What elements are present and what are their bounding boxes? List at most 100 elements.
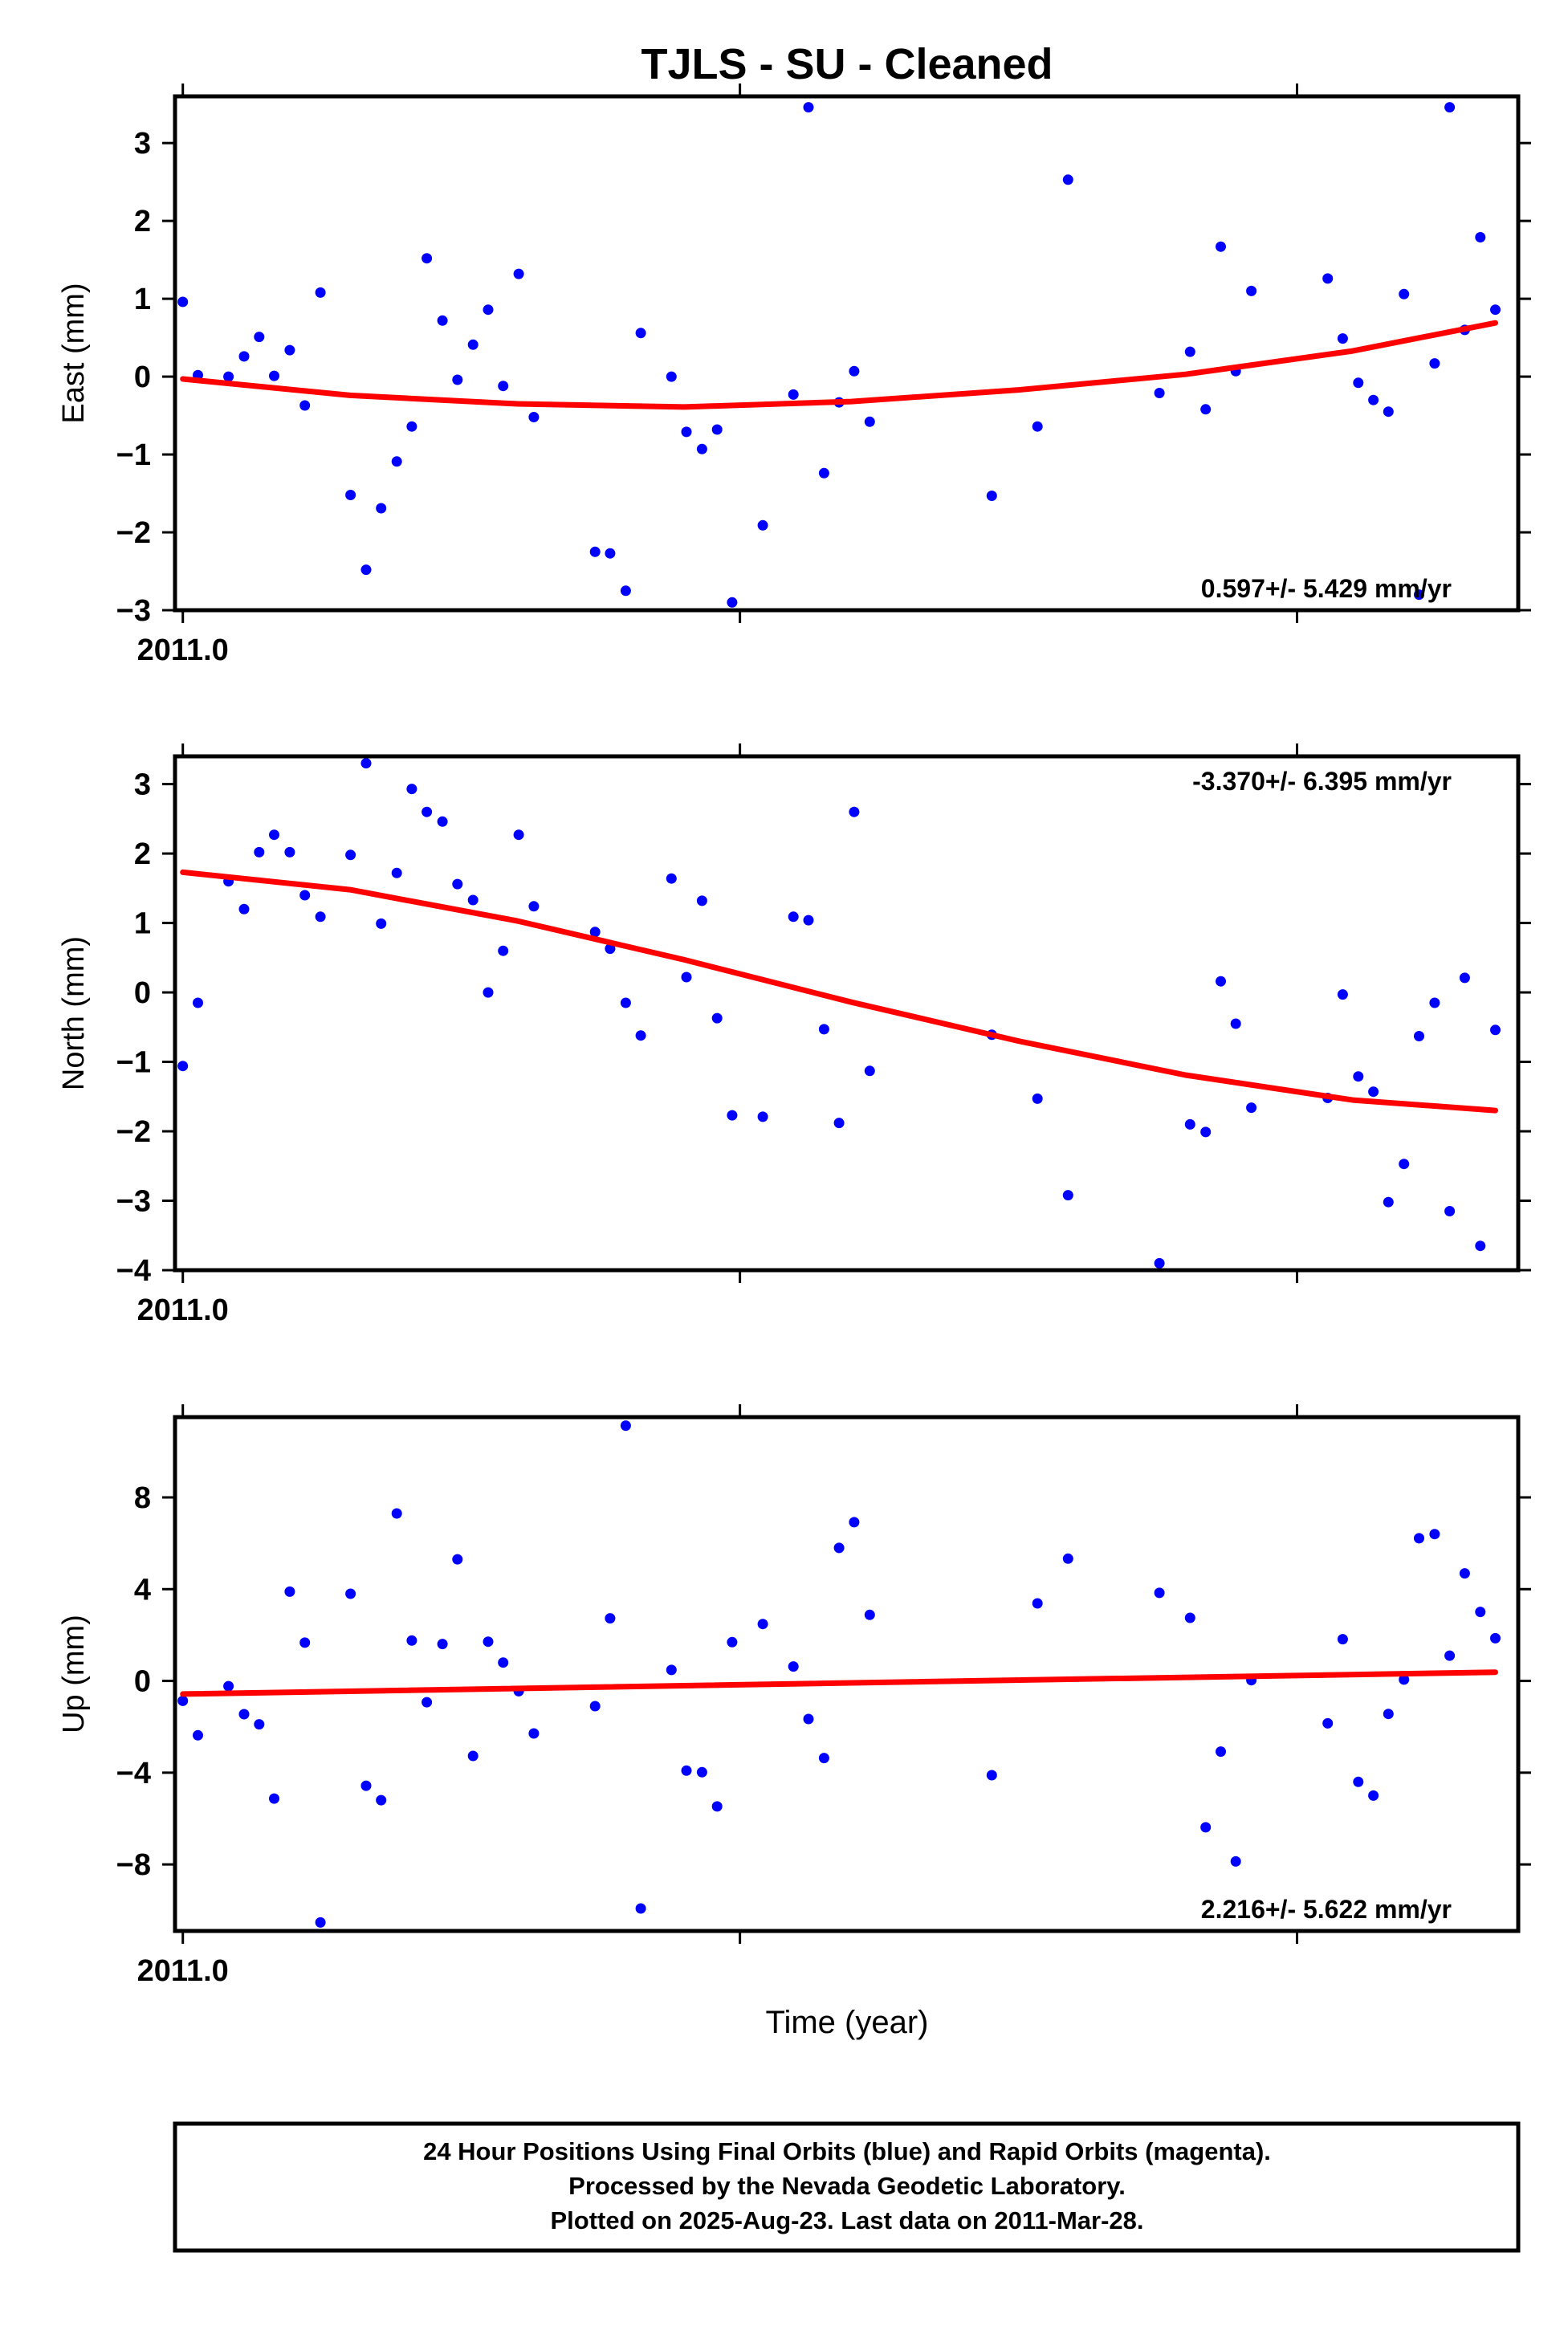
north-data-point xyxy=(1475,1240,1486,1252)
east-ytick-label: 2 xyxy=(134,205,151,238)
up-fit-line xyxy=(180,1669,1498,1697)
north-ytick-label: 3 xyxy=(134,768,151,802)
up-data-point xyxy=(803,1713,814,1725)
north-data-point xyxy=(391,867,402,878)
up-data-point xyxy=(1032,1598,1043,1609)
north-fit-line xyxy=(180,869,1498,1114)
north-data-point xyxy=(1062,1190,1073,1201)
up-data-point xyxy=(1368,1790,1379,1801)
east-data-point xyxy=(1353,377,1364,389)
east-data-point xyxy=(635,328,646,339)
north-data-point xyxy=(1414,1031,1424,1041)
up-data-point xyxy=(727,1636,738,1648)
north-data-point xyxy=(254,846,265,857)
up-data-point xyxy=(1184,1612,1195,1623)
north-data-point xyxy=(1444,1206,1456,1216)
east-data-point xyxy=(284,344,295,356)
east-data-point xyxy=(1383,406,1394,418)
north-frame xyxy=(173,754,1521,1273)
up-data-point xyxy=(1490,1632,1501,1644)
north-data-point xyxy=(1337,989,1348,1000)
east-rate-label: 0.597+/- 5.429 mm/yr xyxy=(1201,574,1452,603)
north-data-point xyxy=(1459,972,1470,984)
up-frame xyxy=(173,1415,1521,1933)
up-ytick-label: 0 xyxy=(134,1665,151,1699)
up-data-point xyxy=(1444,1650,1456,1661)
up-data-point xyxy=(1459,1568,1470,1579)
north-data-point xyxy=(1154,1257,1165,1269)
north-data-point xyxy=(238,903,250,914)
north-marks xyxy=(177,758,1501,1269)
east-data-point xyxy=(345,490,356,500)
up-xtick-label: 2011.0 xyxy=(137,1954,229,1988)
up-data-point xyxy=(437,1639,448,1650)
north-data-point xyxy=(345,849,356,861)
east-data-point xyxy=(1399,288,1410,299)
east-data-point xyxy=(1368,394,1379,405)
north-data-point xyxy=(788,911,799,923)
up-data-point xyxy=(1062,1553,1073,1564)
up-data-point xyxy=(177,1695,189,1706)
north-data-point xyxy=(1490,1024,1501,1036)
up-data-point xyxy=(696,1766,707,1778)
north-ytick-label: −2 xyxy=(116,1115,151,1149)
east-data-point xyxy=(1154,388,1165,398)
up-ytick-label: 4 xyxy=(134,1573,151,1607)
east-data-point xyxy=(711,424,723,435)
north-data-point xyxy=(528,901,540,912)
north-data-point xyxy=(605,943,616,955)
east-data-point xyxy=(269,370,279,381)
east-data-point xyxy=(1444,102,1456,113)
north-xtick-label: 2011.0 xyxy=(137,1293,229,1327)
east-ytick-label: 3 xyxy=(134,127,151,161)
panel-north: 3 2 1 0 −1 −2 −3 −4 2011.0 North (mm) -3.370+/- 6.… xyxy=(57,743,1531,1327)
north-data-point xyxy=(452,878,463,890)
east-frame xyxy=(173,94,1521,613)
north-data-point xyxy=(1383,1196,1394,1208)
east-data-point xyxy=(437,315,448,326)
east-data-point xyxy=(986,491,997,501)
east-data-point xyxy=(696,443,707,454)
north-data-point xyxy=(315,911,326,923)
north-data-point xyxy=(803,914,814,926)
up-data-point xyxy=(788,1661,799,1672)
east-data-point xyxy=(1322,273,1334,284)
up-ytick-label: −4 xyxy=(116,1757,151,1790)
up-data-point xyxy=(1337,1634,1348,1645)
up-data-point xyxy=(1399,1674,1410,1685)
north-data-point xyxy=(727,1110,738,1121)
north-data-point xyxy=(1399,1159,1410,1170)
north-data-point xyxy=(849,806,860,817)
panel-east: 3 2 1 0 −1 −2 −3 2011.0 East (mm) 0.597+/- 5.429 … xyxy=(57,84,1531,667)
east-data-point xyxy=(254,332,265,343)
north-ytick-label: −1 xyxy=(116,1046,151,1080)
up-data-point xyxy=(376,1794,387,1806)
north-data-point xyxy=(589,927,601,938)
up-data-point xyxy=(315,1917,326,1928)
east-data-point xyxy=(620,585,631,597)
east-data-point xyxy=(589,546,601,557)
up-data-point xyxy=(528,1728,540,1739)
east-data-point xyxy=(422,253,433,264)
east-data-point xyxy=(818,467,829,479)
footer-line-3: Plotted on 2025-Aug-23. Last data on 201… xyxy=(550,2206,1143,2234)
up-data-point xyxy=(223,1680,234,1692)
north-data-point xyxy=(757,1111,768,1122)
north-y-axis-label: North (mm) xyxy=(57,936,91,1090)
footer-border xyxy=(173,2121,1521,2253)
up-data-point xyxy=(498,1657,509,1668)
east-data-point xyxy=(803,102,814,113)
north-data-point xyxy=(406,784,417,795)
up-data-point xyxy=(1353,1776,1364,1787)
east-data-point xyxy=(1490,304,1501,316)
east-data-point xyxy=(1216,241,1226,252)
east-data-point xyxy=(483,304,494,316)
east-ytick-label: −3 xyxy=(116,594,151,628)
north-data-point xyxy=(437,816,448,827)
north-rate-label: -3.370+/- 6.395 mm/yr xyxy=(1192,767,1452,796)
up-data-point xyxy=(269,1793,279,1804)
north-data-point xyxy=(1368,1086,1379,1098)
north-data-point xyxy=(1246,1102,1257,1114)
east-data-point xyxy=(849,365,860,377)
up-data-point xyxy=(238,1709,250,1720)
